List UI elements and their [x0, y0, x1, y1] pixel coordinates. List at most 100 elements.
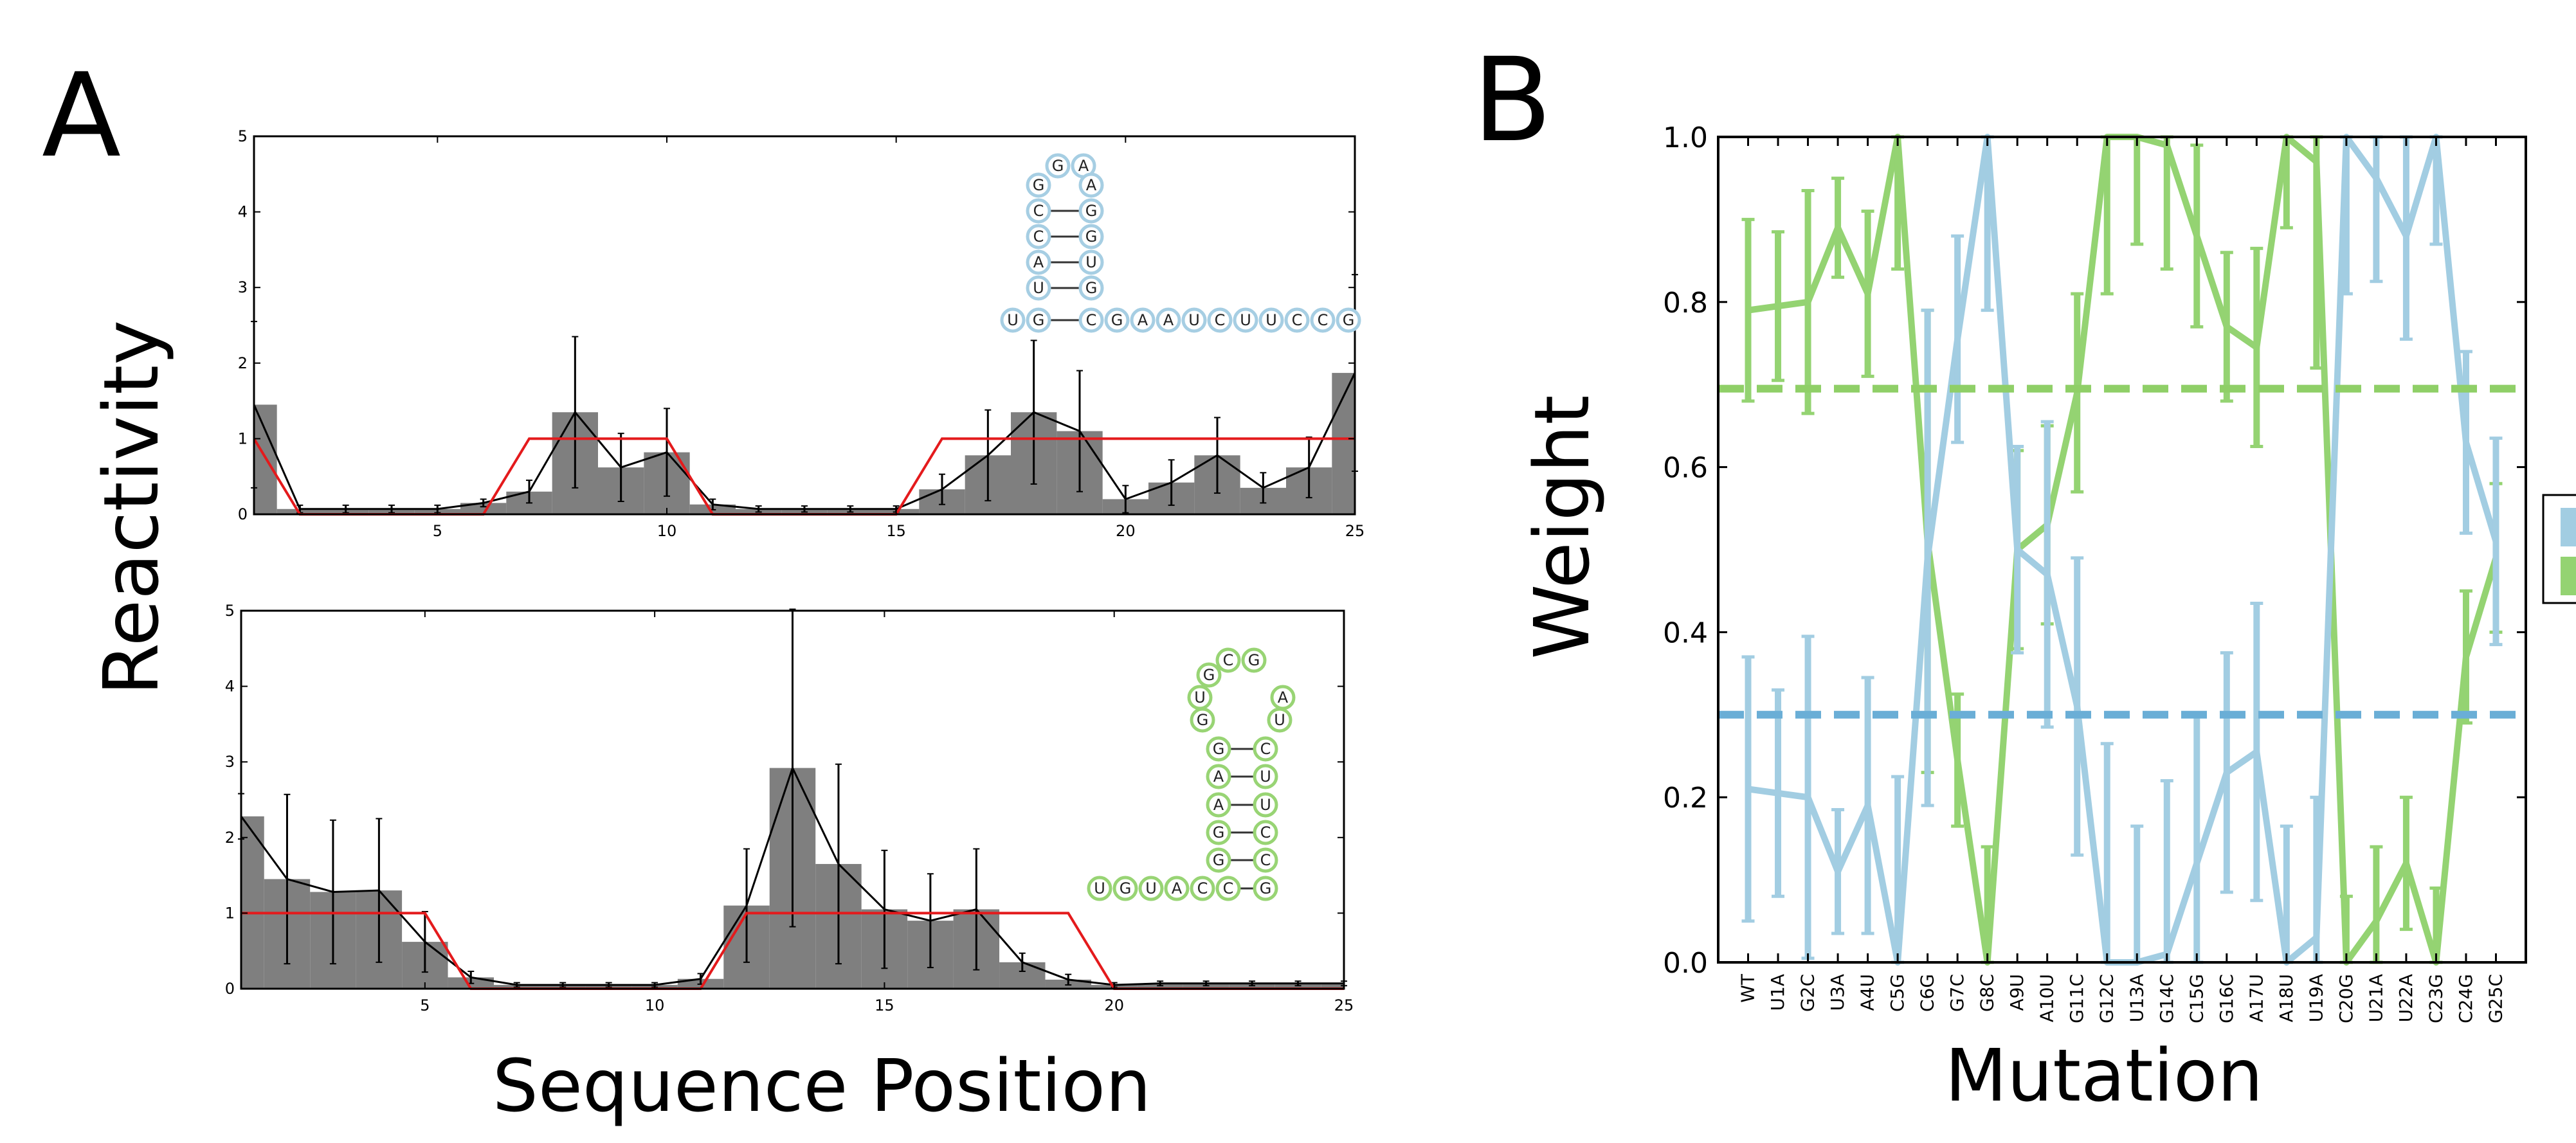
x-tick-label: G16C: [2216, 974, 2237, 1023]
x-tick-label: 15: [875, 996, 894, 1014]
x-tick-label: C23G: [2425, 974, 2446, 1023]
nucleotide-circle: [1078, 224, 1104, 249]
nucleotide-label: G: [1120, 879, 1132, 897]
nucleotide-circle: [1206, 847, 1231, 873]
nucleotide-circle: [1206, 792, 1231, 818]
y-tick-label: 4: [225, 678, 235, 696]
nucleotide-label: U: [1094, 879, 1105, 897]
nucleotide-label: U: [1188, 311, 1200, 329]
x-tick-label: C24G: [2455, 974, 2476, 1023]
x-tick-label: A10U: [2036, 974, 2058, 1022]
nucleotide-label: A: [1163, 311, 1174, 329]
nucleotide-label: G: [1343, 311, 1355, 329]
nucleotide-circle: [1078, 198, 1104, 224]
nucleotide-circle: [1190, 707, 1215, 733]
nucleotide-circle: [1000, 307, 1026, 333]
nucleotide-label: C: [1033, 202, 1044, 220]
x-tick-label: U3A: [1827, 974, 1848, 1011]
nucleotide-label: G: [1033, 176, 1045, 194]
x-tick-label: 20: [1104, 996, 1124, 1014]
nucleotide-label: U: [1274, 711, 1285, 729]
x-tick-label: 15: [886, 522, 906, 540]
nucleotide-label: C: [1260, 851, 1271, 869]
x-tick-label: WT: [1737, 973, 1759, 1003]
panel-a-ylabel: Reactivity: [87, 320, 176, 696]
y-tick-label: 0.4: [1663, 616, 1708, 649]
nucleotide-circle: [1253, 736, 1278, 762]
x-tick-label: C6G: [1917, 974, 1938, 1012]
nucleotide-circle: [1026, 307, 1051, 333]
x-tick-label: A17U: [2245, 974, 2267, 1022]
nucleotide-label: G: [1085, 202, 1098, 220]
x-tick-label: U13A: [2126, 974, 2147, 1022]
nucleotide-label: U: [1007, 311, 1019, 329]
bar: [460, 503, 507, 514]
nucleotide-label: C: [1223, 879, 1234, 897]
plot-background: [1718, 137, 2526, 962]
nucleotide-circle: [1130, 307, 1156, 333]
nucleotide-label: G: [1213, 824, 1225, 842]
y-tick-label: 5: [238, 127, 248, 145]
nucleotide-circle: [1253, 764, 1278, 789]
x-tick-label: G8C: [1977, 974, 1998, 1012]
chart-b: 0.0 0.2 0.4 0.6 0.8 1.0 WT U1A G2C U3A A4U C5G C6G G7…: [1663, 122, 2527, 1023]
y-tick-label: 0: [238, 505, 248, 523]
nucleotide-label: A: [1138, 311, 1148, 329]
nucleotide-label: G: [1260, 879, 1272, 897]
x-tick-label: A18U: [2276, 974, 2297, 1022]
x-tick-label: U1A: [1767, 974, 1788, 1011]
x-tick-label: A9U: [2006, 974, 2027, 1011]
nucleotide-circle: [1112, 876, 1138, 901]
x-tick-label: 5: [433, 522, 442, 540]
nucleotide-label: U: [1194, 688, 1206, 706]
plot-frame: [1717, 136, 2527, 964]
nucleotide-label: C: [1033, 228, 1044, 246]
nucleotide-label: G: [1203, 666, 1215, 684]
nucleotide-circle: [1078, 307, 1104, 333]
nucleotide-circle: [1026, 249, 1051, 275]
y-tick-label: 0.6: [1663, 452, 1708, 485]
nucleotide-label: G: [1052, 157, 1064, 175]
nucleotide-circle: [1206, 736, 1231, 762]
nucleotide-label: G: [1197, 711, 1209, 729]
nucleotide-label: A: [1033, 253, 1044, 271]
nucleotide-circle: [1241, 647, 1267, 673]
panel-b-ylabel: Weight: [1518, 395, 1606, 659]
nucleotide-circle: [1206, 764, 1231, 789]
panel-a-xlabel: Sequence Position: [493, 1045, 1151, 1128]
x-tick-label: U22A: [2395, 974, 2417, 1022]
nucleotide-circle: [1207, 307, 1233, 333]
nucleotide-circle: [1253, 876, 1278, 901]
nucleotide-label: G: [1085, 228, 1098, 246]
y-tick-label: 3: [225, 753, 235, 771]
nucleotide-circle: [1138, 876, 1164, 901]
nucleotide-circle: [1078, 249, 1104, 275]
nucleotide-circle: [1258, 307, 1284, 333]
x-tick-label: C20G: [2336, 974, 2357, 1023]
nucleotide-circle: [1026, 198, 1051, 224]
nucleotide-label: C: [1260, 740, 1271, 758]
x-tick-label: 25: [1334, 996, 1354, 1014]
bar: [1321, 983, 1344, 989]
y-tick-label: 0.0: [1663, 947, 1708, 980]
x-tick-label: G25C: [2485, 974, 2506, 1023]
x-tick-label: U21A: [2365, 974, 2386, 1022]
x-tick-label: G14C: [2156, 974, 2177, 1023]
panel-b-letter: B: [1473, 33, 1552, 168]
nucleotide-label: U: [1260, 796, 1271, 814]
y-tick-label: 2: [238, 354, 248, 372]
nucleotide-label: U: [1260, 768, 1271, 786]
panel-b-xlabel: Mutation: [1945, 1034, 2263, 1118]
nucleotide-label: C: [1260, 824, 1271, 842]
x-tick-label: G11C: [2066, 974, 2087, 1023]
nucleotide-label: A: [1086, 176, 1097, 194]
y-tick-label: 1: [238, 429, 248, 447]
y-tick-label: 0: [225, 980, 235, 998]
nucleotide-label: A: [1278, 688, 1289, 706]
nucleotide-circle: [1045, 153, 1071, 179]
nucleotide-circle: [1233, 307, 1258, 333]
nucleotide-label: C: [1086, 311, 1097, 329]
nucleotide-label: A: [1213, 768, 1224, 786]
